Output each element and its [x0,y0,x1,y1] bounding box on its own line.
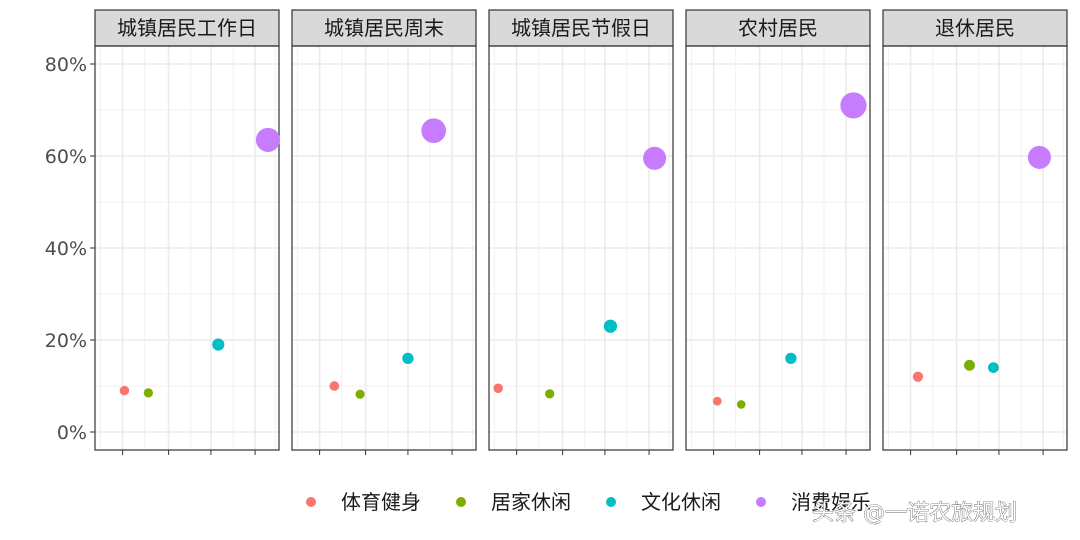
point-文化休闲 [402,352,414,365]
point-体育健身 [493,383,503,394]
watermark-text: 头条 @一诺农旅规划 [812,501,1017,526]
facet-panel-border [882,45,1068,451]
facet-label: 城镇居民节假日 [511,16,651,40]
point-文化休闲 [212,338,225,351]
y-tick-label: 0% [57,422,87,444]
point-消费娱乐 [255,127,281,152]
point-消费娱乐 [840,92,867,119]
y-tick-label: 80% [45,54,87,76]
facet-strip [94,9,280,47]
facet-label: 农村居民 [738,16,818,40]
point-消费娱乐 [1027,145,1051,169]
y-tick-label: 20% [45,330,87,352]
facet-panel-border [291,45,477,451]
point-居家休闲 [545,389,555,399]
legend-key [756,497,766,507]
legend-key [606,497,616,507]
facet-panel-border [488,45,674,451]
facet-label: 城镇居民周末 [324,16,444,40]
point-文化休闲 [603,319,618,333]
point-文化休闲 [785,352,797,365]
facet-strip [291,9,477,47]
facet-strip [685,9,871,47]
point-体育健身 [329,381,340,391]
facet-panel-border [685,45,871,451]
point-文化休闲 [988,362,999,373]
facet-strip [488,9,674,47]
legend-label: 体育健身 [341,490,421,514]
point-体育健身 [119,385,130,396]
facet-strip [882,9,1068,47]
point-体育健身 [912,371,924,382]
y-tick-label: 60% [45,146,87,168]
point-居家休闲 [355,389,365,399]
facet-label: 城镇居民工作日 [117,16,257,40]
point-居家休闲 [964,359,975,371]
y-tick-label: 40% [45,238,87,260]
point-居家休闲 [736,400,746,409]
legend-label: 居家休闲 [491,490,571,514]
point-消费娱乐 [421,118,447,144]
legend-label: 文化休闲 [641,490,721,514]
legend-label: 消费娱乐 [791,490,871,514]
point-居家休闲 [143,388,154,398]
point-体育健身 [712,396,722,406]
legend-key [306,497,316,507]
legend-key [456,497,466,507]
point-消费娱乐 [643,146,667,170]
facet-label: 退休居民 [935,16,1015,40]
